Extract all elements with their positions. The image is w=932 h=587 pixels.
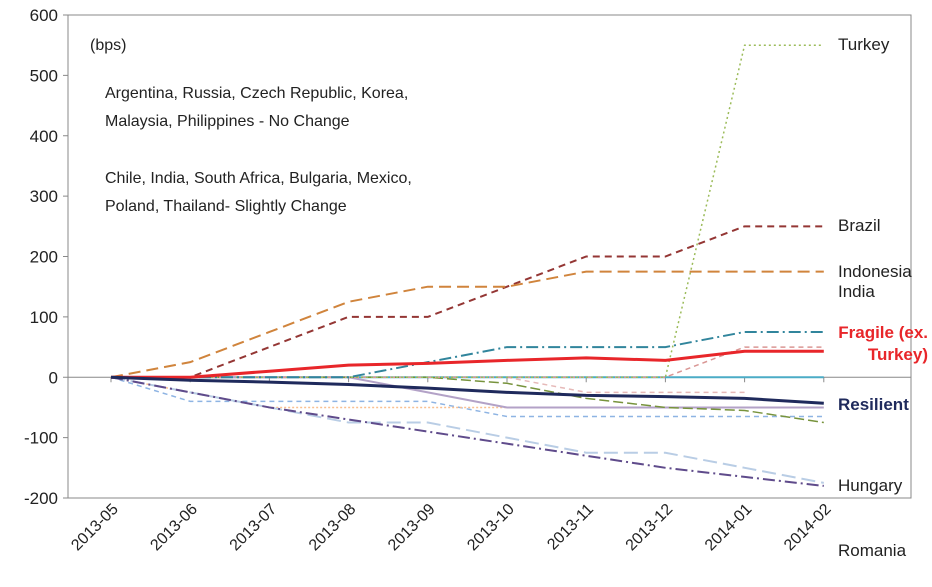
x-tick-label: 2013-09 [385, 501, 439, 555]
x-tick-label: 2013-08 [306, 501, 360, 555]
x-tick-label: 2013-11 [544, 501, 597, 554]
y-tick-label: 500 [30, 66, 58, 85]
y-tick-label: 0 [49, 368, 58, 387]
series-line [111, 44, 824, 378]
x-tick-label: 2013-12 [623, 501, 677, 555]
x-tick-label: 2014-01 [702, 501, 756, 555]
annotation: (bps) [90, 37, 126, 54]
series-line [111, 349, 824, 379]
series-line [111, 330, 824, 379]
x-tick-label: 2013-06 [147, 501, 201, 555]
y-tick-label: 100 [30, 308, 58, 327]
annotation: Chile, India, South Africa, Bulgaria, Me… [105, 170, 412, 187]
legend-label: Romania [838, 540, 907, 560]
legend-label: Brazil [838, 216, 881, 236]
y-tick-label: -100 [24, 429, 58, 448]
series-line [110, 376, 824, 484]
x-tick-label: 2013-07 [227, 501, 281, 555]
series-line [110, 375, 824, 405]
x-tick-label: 2013-05 [68, 501, 122, 555]
legend-label: Turkey [838, 35, 890, 55]
annotation: Argentina, Russia, Czech Republic, Korea… [105, 85, 408, 102]
y-tick-label: 400 [30, 127, 58, 146]
series-line [111, 225, 824, 379]
y-tick-label: 200 [30, 248, 58, 267]
x-tick-label: 2014-02 [781, 501, 835, 555]
x-tick-label: 2013-10 [464, 501, 518, 555]
legend-label: Resilient [838, 395, 909, 415]
series-line [110, 376, 824, 487]
legend-label: Indonesia [838, 261, 912, 281]
annotation: Malaysia, Philippines - No Change [105, 113, 350, 130]
y-tick-label: -200 [24, 489, 58, 508]
series-line [110, 270, 824, 379]
y-tick-label: 300 [30, 187, 58, 206]
legend-label: Hungary [838, 475, 903, 495]
legend-label: India [838, 281, 875, 301]
annotation: Poland, Thailand- Slightly Change [105, 198, 347, 215]
legend-label: Fragile (ex. Turkey) [838, 323, 928, 365]
y-tick-label: 600 [30, 6, 58, 25]
series-line [110, 376, 824, 418]
